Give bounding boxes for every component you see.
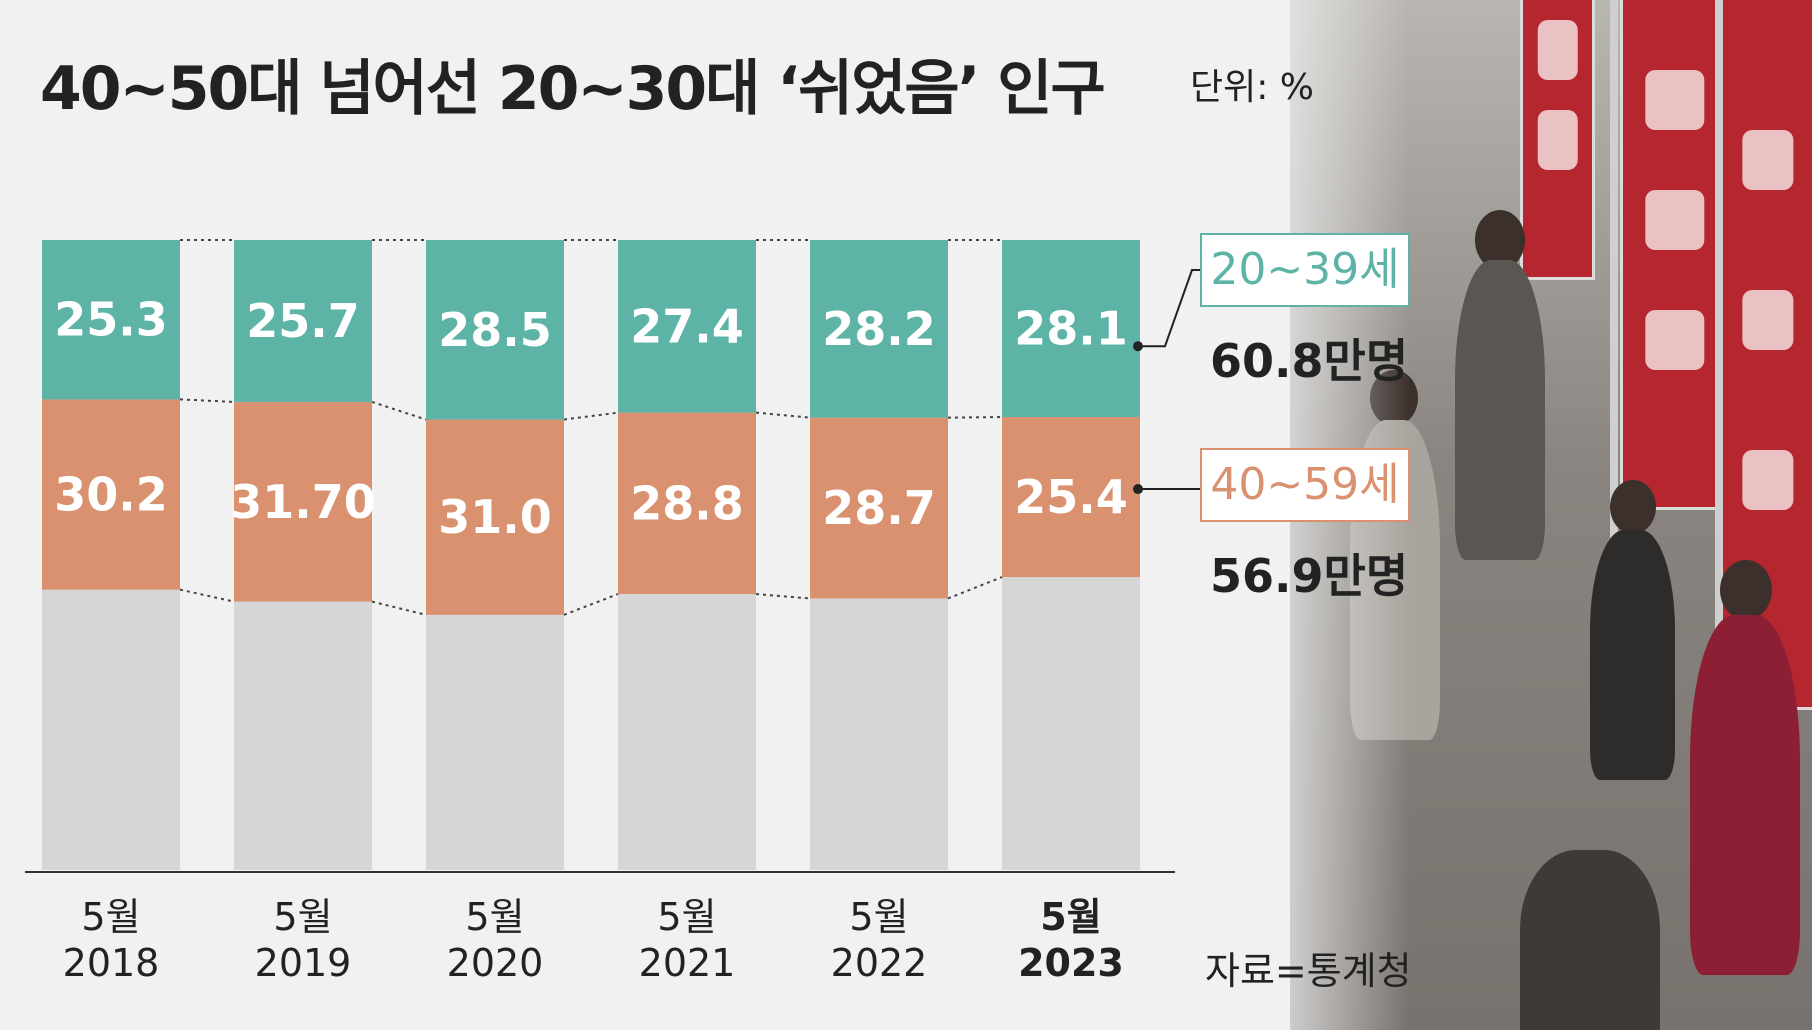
data-label-20-39: 25.7 xyxy=(246,294,360,348)
bar-segment-40-59 xyxy=(234,401,372,602)
banner-pole xyxy=(1610,0,1618,760)
person xyxy=(1590,530,1675,780)
data-label-40-59: 28.8 xyxy=(630,476,744,530)
person xyxy=(1720,560,1772,620)
x-tick-label: 5월 xyxy=(657,895,716,939)
x-tick-label: 5월 xyxy=(273,895,332,939)
data-label-20-39: 28.1 xyxy=(1014,302,1128,356)
connector-young-middle xyxy=(179,398,235,403)
unit-label: 단위: % xyxy=(1190,67,1315,108)
bar-segment-other xyxy=(618,594,756,870)
bar-segment-other xyxy=(426,614,564,870)
background-photo xyxy=(1290,0,1812,1030)
chart-title: 40~50대 넘어선 20~30대 ‘쉬었음’ 인구 xyxy=(40,54,1106,124)
connector-middle-rest xyxy=(755,593,811,600)
bar-segment-20-39 xyxy=(426,240,564,420)
young-total-value: 60.8만명 xyxy=(1210,334,1409,388)
data-label-40-59: 30.2 xyxy=(54,468,168,522)
x-tick-label: 2023 xyxy=(1018,941,1124,985)
person xyxy=(1610,480,1656,534)
x-tick-label: 5월 xyxy=(465,895,524,939)
connector-middle-rest xyxy=(179,588,235,603)
legend-label-young: 20~39세 xyxy=(1210,244,1400,295)
person xyxy=(1690,615,1800,975)
source-label: 자료=통계청 xyxy=(1205,949,1412,993)
bar-segment-40-59 xyxy=(618,412,756,595)
x-tick-label: 2020 xyxy=(447,941,544,985)
bar-segment-other xyxy=(234,601,372,870)
bar-segment-40-59 xyxy=(426,419,564,615)
data-label-40-59: 31.70 xyxy=(230,475,376,529)
bar-segment-40-59 xyxy=(810,417,948,599)
connector-middle-rest xyxy=(371,600,427,616)
connector-middle-rest xyxy=(563,593,619,616)
data-label-20-39: 25.3 xyxy=(54,293,168,347)
x-tick-label: 5월 xyxy=(1040,895,1101,939)
x-tick-label: 2021 xyxy=(639,941,736,985)
bar-segment-20-39 xyxy=(618,240,756,413)
bar-segment-other xyxy=(42,589,180,870)
bar-segment-other xyxy=(810,598,948,870)
leader-line-young xyxy=(1138,269,1200,348)
bar-segment-40-59 xyxy=(1002,417,1140,578)
job-fair-banner xyxy=(1520,0,1595,280)
connector-middle-rest xyxy=(947,576,1003,600)
data-label-40-59: 25.4 xyxy=(1014,470,1128,524)
banner-pole xyxy=(1715,0,1723,760)
x-tick-label: 5월 xyxy=(849,895,908,939)
x-tick-label: 2022 xyxy=(831,941,928,985)
legend-label-middle: 40~59세 xyxy=(1210,459,1400,510)
x-tick-label: 2018 xyxy=(63,941,160,985)
connector-young-middle xyxy=(755,411,811,419)
middle-total-value: 56.9만명 xyxy=(1210,549,1409,603)
legend-box-middle: 40~59세 xyxy=(1200,448,1410,522)
person xyxy=(1455,260,1545,560)
data-label-20-39: 28.2 xyxy=(822,302,936,356)
data-label-20-39: 27.4 xyxy=(630,299,744,353)
x-tick-label: 5월 xyxy=(81,895,140,939)
data-label-20-39: 28.5 xyxy=(438,303,552,357)
bar-segment-20-39 xyxy=(234,240,372,402)
bar-segment-other xyxy=(1002,577,1140,870)
connector-young-middle xyxy=(371,400,427,421)
data-label-40-59: 28.7 xyxy=(822,481,936,535)
bar-segment-20-39 xyxy=(810,240,948,418)
person xyxy=(1520,850,1660,1030)
data-label-40-59: 31.0 xyxy=(438,490,552,544)
job-fair-banner xyxy=(1620,0,1730,510)
legend-box-young: 20~39세 xyxy=(1200,233,1410,307)
bar-segment-20-39 xyxy=(42,240,180,400)
bar-segment-40-59 xyxy=(42,399,180,590)
connector-young-middle xyxy=(563,411,619,421)
bar-segment-20-39 xyxy=(1002,240,1140,418)
x-tick-label: 2019 xyxy=(255,941,352,985)
connector-young-middle xyxy=(947,416,1003,419)
